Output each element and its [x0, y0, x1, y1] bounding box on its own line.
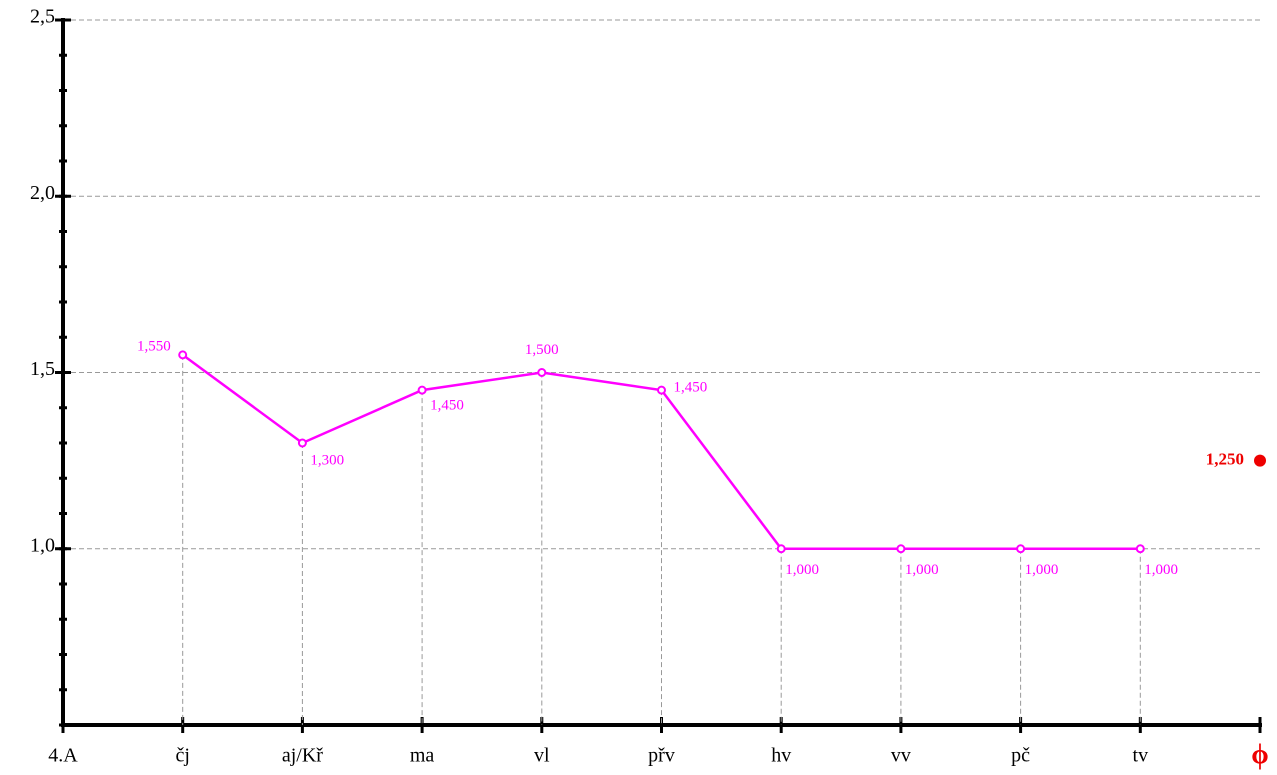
x-tick-label: vv: [891, 745, 911, 767]
y-tick-label: 1,0: [30, 534, 55, 556]
value-label: 1,000: [1025, 562, 1059, 578]
x-tick-label: 4.A: [48, 745, 78, 767]
average-label: 1,250: [1206, 450, 1244, 469]
x-tick-label: hv: [771, 745, 791, 767]
x-tick-label: pč: [1011, 745, 1030, 767]
value-label: 1,450: [430, 398, 464, 414]
point: [537, 368, 547, 377]
value-label: 1,300: [310, 452, 344, 468]
average-point: [1254, 454, 1266, 467]
point: [417, 385, 427, 395]
y-tick-label: 2,5: [30, 6, 55, 28]
point: [1016, 544, 1026, 554]
point: [178, 350, 188, 360]
x-tick-label: ma: [410, 745, 435, 767]
point: [896, 544, 906, 554]
value-label: 1,000: [785, 562, 819, 578]
point: [776, 544, 786, 554]
x-tick-label: vl: [534, 745, 550, 767]
x-tick-label: tv: [1133, 745, 1149, 767]
point: [657, 385, 666, 395]
point: [1135, 544, 1145, 554]
point: [297, 438, 307, 448]
x-tick-label: přv: [648, 745, 675, 767]
value-label: 1,000: [905, 562, 939, 578]
y-tick-label: 1,5: [30, 358, 55, 380]
x-tick-label: aj/Kř: [282, 745, 323, 767]
x-tick-label: čj: [175, 745, 189, 767]
value-label: 1,000: [1144, 562, 1178, 578]
y-tick-label: 2,0: [30, 182, 55, 204]
value-label: 1,500: [525, 342, 559, 358]
value-label: 1,450: [674, 380, 708, 396]
x-tick-label: ϕ: [1251, 739, 1268, 770]
value-label: 1,550: [137, 338, 171, 354]
